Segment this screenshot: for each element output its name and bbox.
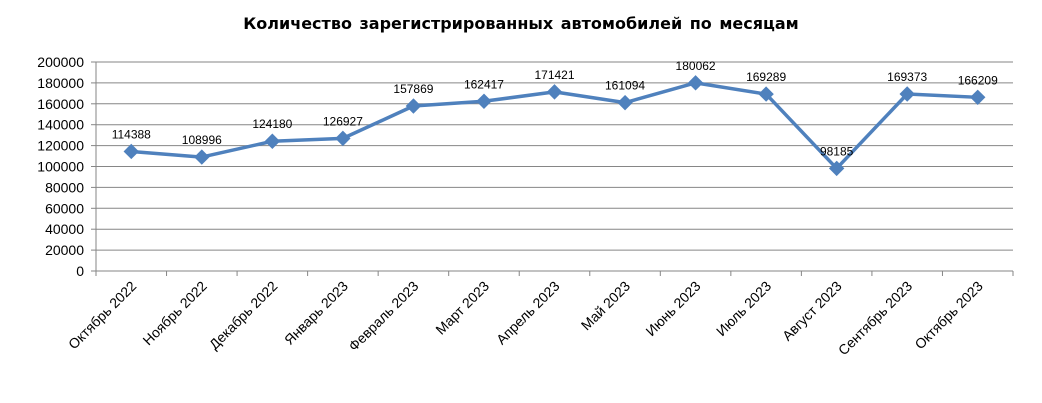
gridlines bbox=[96, 61, 1013, 251]
y-tick-label: 0 bbox=[76, 263, 84, 279]
data-point-marker bbox=[123, 143, 139, 160]
data-label: 162417 bbox=[464, 77, 504, 91]
data-label: 180062 bbox=[676, 59, 716, 73]
data-point-marker bbox=[617, 94, 633, 111]
x-tick-label: Июль 2023 bbox=[713, 278, 774, 339]
y-tick-label: 20000 bbox=[45, 242, 84, 258]
y-tick-label: 140000 bbox=[37, 117, 84, 133]
x-tick-label: Ноябрь 2022 bbox=[139, 278, 210, 349]
data-label: 126927 bbox=[323, 114, 363, 128]
y-tick-labels: 0 20000 40000 60000 80000 100000 120000 140000 1… bbox=[37, 54, 84, 279]
data-point-marker bbox=[335, 130, 351, 147]
y-tick-label: 160000 bbox=[37, 96, 84, 112]
data-label: 98185 bbox=[820, 144, 854, 158]
data-label: 114388 bbox=[112, 127, 151, 141]
data-label: 166209 bbox=[958, 73, 998, 87]
x-tick-label: Октябрь 2023 bbox=[911, 278, 986, 353]
data-point-marker bbox=[264, 133, 281, 149]
data-label: 169373 bbox=[887, 70, 927, 84]
x-tick-label: Декабрь 2022 bbox=[206, 278, 281, 353]
y-tick-label: 80000 bbox=[45, 179, 84, 195]
data-point-marker bbox=[546, 84, 563, 100]
x-tick-label: Февраль 2023 bbox=[345, 278, 421, 354]
y-tick-label: 120000 bbox=[37, 138, 84, 154]
data-label: 124180 bbox=[252, 117, 292, 131]
y-tick-label: 60000 bbox=[45, 200, 84, 216]
data-point-marker bbox=[899, 86, 915, 102]
y-tick-label: 180000 bbox=[37, 75, 84, 91]
data-point-marker bbox=[828, 160, 845, 177]
data-labels: 114388 108996 124180 126927 157869 162417 1714… bbox=[112, 59, 998, 159]
x-tick-label: Май 2023 bbox=[578, 278, 634, 334]
y-tick-label: 40000 bbox=[45, 221, 84, 237]
data-label: 169289 bbox=[746, 70, 786, 84]
series-markers bbox=[123, 75, 986, 177]
x-tick-label: Август 2023 bbox=[779, 278, 845, 344]
y-tick-label: 200000 bbox=[37, 54, 84, 70]
data-point-marker bbox=[687, 75, 704, 91]
x-tick-label: Октябрь 2022 bbox=[65, 278, 140, 353]
axes bbox=[91, 61, 1014, 276]
data-point-marker bbox=[194, 149, 210, 165]
y-tick-label: 100000 bbox=[37, 159, 84, 175]
x-tick-label: Сентябрь 2023 bbox=[835, 278, 916, 359]
x-tick-label: Июнь 2023 bbox=[642, 278, 703, 339]
x-tick-label: Апрель 2023 bbox=[493, 278, 563, 348]
data-label: 108996 bbox=[182, 133, 222, 147]
x-tick-label: Январь 2023 bbox=[281, 278, 351, 348]
data-label: 171421 bbox=[534, 68, 574, 82]
data-point-marker bbox=[758, 86, 774, 102]
data-point-marker bbox=[405, 98, 422, 114]
x-tick-label: Март 2023 bbox=[432, 278, 492, 338]
data-point-marker bbox=[970, 89, 986, 106]
data-label: 161094 bbox=[605, 79, 645, 93]
chart-title: Количество зарегистрированных автомобиле… bbox=[243, 14, 799, 33]
data-label: 157869 bbox=[393, 82, 433, 96]
data-point-marker bbox=[476, 93, 492, 109]
